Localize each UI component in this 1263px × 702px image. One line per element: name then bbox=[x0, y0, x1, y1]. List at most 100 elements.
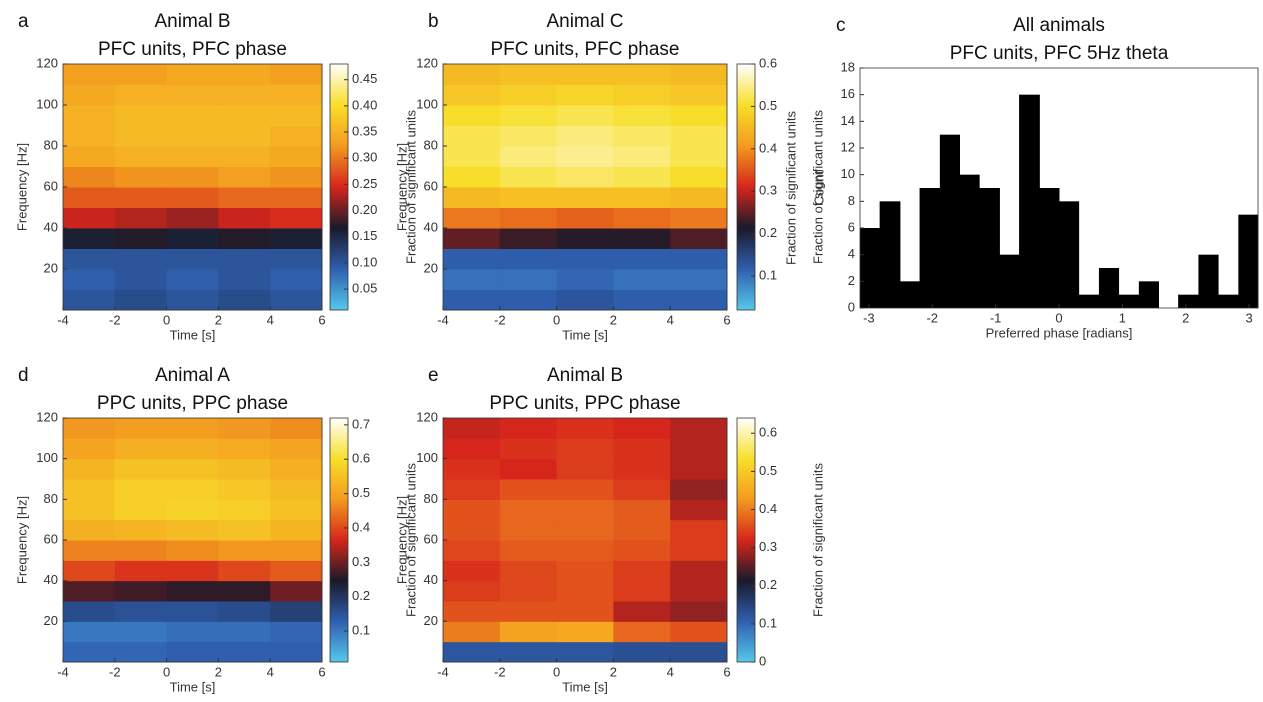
colorbar-tick-label: 0.6 bbox=[759, 55, 777, 70]
heatmap-cell bbox=[443, 187, 501, 208]
heatmap-cell bbox=[166, 146, 219, 167]
y-tick-label: 40 bbox=[424, 572, 438, 587]
heatmap-cell bbox=[499, 64, 558, 85]
histogram-bar bbox=[979, 188, 1000, 308]
x-tick-label: 3 bbox=[1246, 310, 1253, 325]
y-tick-label: 60 bbox=[44, 178, 58, 193]
heatmap-cell bbox=[270, 248, 323, 270]
heatmap-cell bbox=[613, 580, 671, 602]
heatmap-cell bbox=[499, 146, 558, 167]
heatmap-cell bbox=[556, 540, 614, 561]
panel-label: e bbox=[428, 365, 439, 386]
y-tick-label: 12 bbox=[841, 139, 855, 154]
heatmap-cell bbox=[63, 519, 116, 541]
heatmap-cell bbox=[556, 228, 614, 249]
heatmap-cell bbox=[443, 125, 501, 147]
x-tick-label: 4 bbox=[267, 664, 274, 679]
heatmap-cell bbox=[270, 479, 323, 500]
heatmap-cell bbox=[270, 540, 323, 561]
heatmap-cell bbox=[670, 146, 728, 167]
histogram-bar bbox=[1218, 294, 1239, 308]
y-tick-label: 6 bbox=[848, 219, 855, 234]
heatmap-cell bbox=[443, 621, 501, 643]
heatmap-cell bbox=[63, 289, 116, 311]
y-tick-label: 0 bbox=[848, 299, 855, 314]
heatmap-cell bbox=[114, 187, 168, 208]
heatmap-cell bbox=[218, 519, 271, 541]
x-tick-label: -4 bbox=[437, 312, 449, 327]
histogram-bar bbox=[1059, 201, 1080, 308]
heatmap-cell bbox=[613, 499, 671, 521]
heatmap-cell bbox=[63, 601, 116, 622]
heatmap-cell bbox=[63, 84, 116, 106]
heatmap-cell bbox=[556, 580, 614, 602]
heatmap-cell bbox=[63, 438, 116, 460]
y-tick-label: 80 bbox=[44, 491, 58, 506]
colorbar-tick-label: 0.05 bbox=[352, 281, 377, 296]
heatmap-cell bbox=[166, 560, 219, 582]
colorbar-tick-label: 0.4 bbox=[352, 519, 370, 534]
heatmap-cell bbox=[556, 621, 614, 643]
y-tick-label: 20 bbox=[424, 613, 438, 628]
heatmap-cell bbox=[670, 621, 728, 643]
heatmap-cell bbox=[270, 519, 323, 541]
heatmap-cell bbox=[114, 438, 168, 460]
heatmap-cell bbox=[613, 187, 671, 208]
heatmap-cell bbox=[166, 187, 219, 208]
colorbar-tick-label: 0.5 bbox=[352, 485, 370, 500]
heatmap-cell bbox=[63, 64, 116, 85]
heatmap-cell bbox=[499, 84, 558, 106]
heatmap-cell bbox=[114, 418, 168, 439]
heatmap-cell bbox=[556, 458, 614, 480]
heatmap-cell bbox=[613, 125, 671, 147]
heatmap-cell bbox=[218, 269, 271, 290]
heatmap-cell bbox=[114, 105, 168, 126]
histogram-bar bbox=[999, 254, 1020, 308]
heatmap-cell bbox=[499, 540, 558, 561]
heatmap-cell bbox=[218, 540, 271, 561]
heatmap-cell bbox=[114, 125, 168, 147]
heatmap-cell bbox=[443, 479, 501, 500]
heatmap-cell bbox=[114, 146, 168, 167]
chart-subtitle: PFC units, PFC phase bbox=[98, 39, 287, 60]
y-tick-label: 80 bbox=[424, 137, 438, 152]
heatmap-cell bbox=[556, 641, 614, 663]
colorbar-label: Fraction of significant units bbox=[403, 463, 418, 617]
heatmap-cell bbox=[166, 458, 219, 480]
colorbar-tick-label: 0.5 bbox=[759, 98, 777, 113]
heatmap-cell bbox=[613, 289, 671, 311]
heatmap-cell bbox=[114, 641, 168, 663]
y-tick-label: 20 bbox=[44, 613, 58, 628]
heatmap-cell bbox=[218, 418, 271, 439]
colorbar bbox=[736, 417, 756, 663]
y-tick-label: 14 bbox=[841, 113, 855, 128]
heatmap-cell bbox=[556, 479, 614, 500]
heatmap-cell bbox=[270, 146, 323, 167]
histogram-bar bbox=[1198, 254, 1219, 308]
histogram-bar bbox=[959, 174, 980, 308]
chart-subtitle: PPC units, PPC phase bbox=[489, 393, 680, 414]
heatmap-cell bbox=[114, 84, 168, 106]
heatmap-cell bbox=[218, 166, 271, 188]
colorbar-tick-label: 0.2 bbox=[759, 225, 777, 240]
heatmap-cell bbox=[166, 64, 219, 85]
colorbar bbox=[329, 417, 349, 663]
heatmap-cell bbox=[166, 601, 219, 622]
heatmap-cell bbox=[63, 540, 116, 561]
heatmap-cell bbox=[443, 105, 501, 126]
histogram-bar bbox=[1138, 281, 1159, 308]
x-tick-label: 4 bbox=[667, 312, 674, 327]
y-tick-label: 60 bbox=[424, 531, 438, 546]
y-tick-label: 120 bbox=[416, 55, 438, 70]
heatmap-cell bbox=[63, 248, 116, 270]
y-axis-label: Frequency [Hz] bbox=[14, 143, 29, 231]
colorbar-tick-label: 0.2 bbox=[352, 588, 370, 603]
heatmap-cell bbox=[63, 418, 116, 439]
heatmap-cell bbox=[556, 84, 614, 106]
panel-label: b bbox=[428, 11, 439, 32]
heatmap-cell bbox=[218, 621, 271, 643]
y-tick-label: 80 bbox=[424, 491, 438, 506]
heatmap-cell bbox=[63, 166, 116, 188]
heatmap-cell bbox=[613, 269, 671, 290]
y-tick-label: 120 bbox=[36, 55, 58, 70]
